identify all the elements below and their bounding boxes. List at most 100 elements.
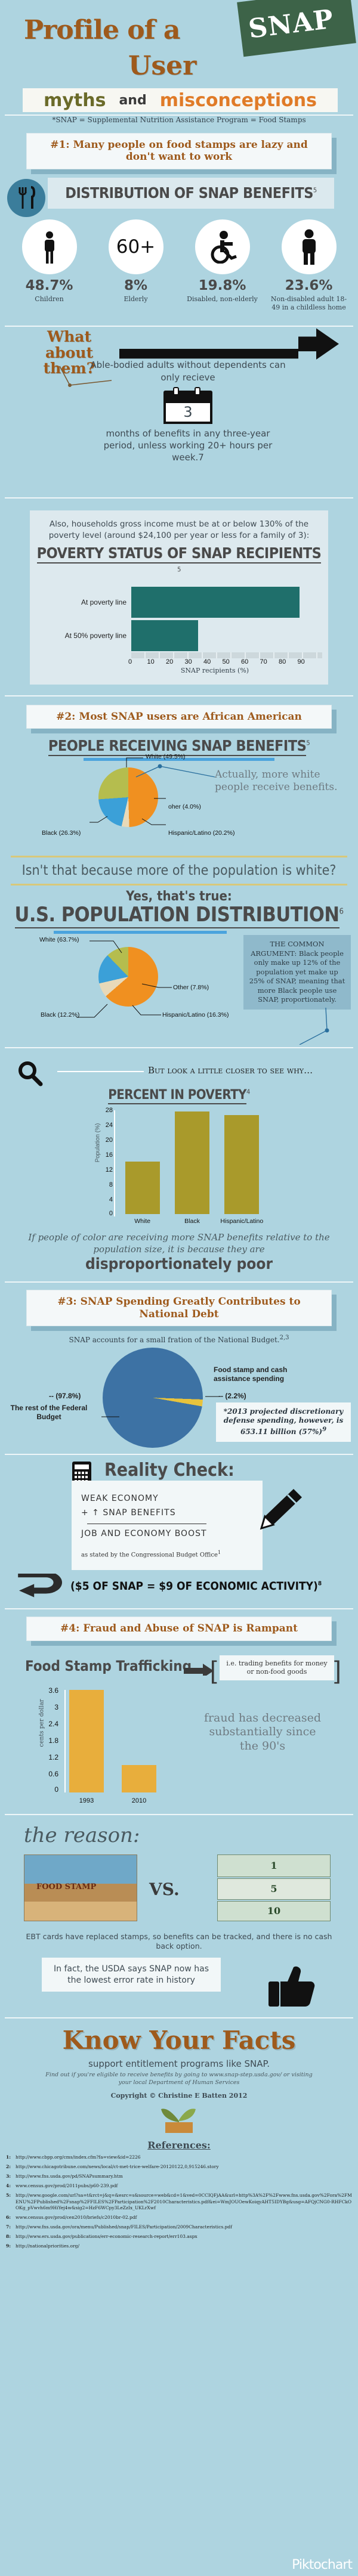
snap-badge: SNAP <box>237 0 356 57</box>
rc-line-2: + ↑ SNAP BENEFITS <box>81 1507 176 1518</box>
pie-label-white: White (63.7%) <box>39 936 79 944</box>
ytick: 1.8 <box>48 1736 58 1745</box>
able-bodied-part1: Able-bodied adults without dependents ca… <box>90 360 286 383</box>
money-image: 1 5 10 <box>217 1854 331 1921</box>
ref-number: 7: <box>6 2224 11 2230</box>
distribution-title-sup: 5 <box>313 186 317 194</box>
pie-callout-lines <box>90 757 215 825</box>
poverty-chart-title: POVERTY STATUS OF SNAP RECIPIENTS5 <box>36 544 322 581</box>
trafficking-bar-chart: cents per dollar 3.6 3 2.4 1.8 1.2 0.6 0… <box>0 1686 358 1812</box>
reference-item: 5: http://www.google.com/url?sa=t&rct=j&… <box>6 2193 352 2210</box>
reference-item: 7: http://www.fns.usda.gov/ora/menu/Publ… <box>6 2224 352 2230</box>
rule-wrap <box>0 1277 358 1290</box>
xtick: 10 <box>147 658 155 665</box>
accent-bar <box>54 931 227 934</box>
usda-claim-row: In fact, the USDA says SNAP now has the … <box>0 1958 358 2012</box>
ref-url[interactable]: http://www.ers.usda.gov/publications/err… <box>16 2234 197 2240</box>
rule-wrap <box>0 1603 358 1617</box>
dist-label: Elderly <box>124 295 148 303</box>
poverty-conclusion-bold: disproportionately poor <box>85 1255 273 1274</box>
pie-label-black: Black (12.2%) <box>41 1011 80 1019</box>
look-closer-row: But look a little closer to see why… <box>0 1057 358 1088</box>
piktochart-brand: Piktochart <box>292 2558 353 2572</box>
pie-label-other: oher (4.0%) <box>168 803 201 811</box>
snap-badge-text: SNAP <box>246 4 336 45</box>
dist-pct: 23.6% <box>285 277 333 293</box>
percent-poverty-title-text: PERCENT IN POVERTY <box>108 1088 246 1105</box>
distribution-header: DISTRIBUTION OF SNAP BENEFITS5 <box>0 177 358 217</box>
bracket-left: [ <box>210 1655 217 1684</box>
ytick: 8 <box>109 1181 113 1189</box>
ref-url[interactable]: http://www.fns.usda.gov/pd/SNAPsummary.h… <box>16 2174 123 2179</box>
trafficking-title: Food Stamp Trafficking <box>25 1657 192 1674</box>
and-label: and <box>119 92 147 108</box>
population-question: Isn't that because more of the populatio… <box>21 863 337 879</box>
bar-track <box>131 586 322 618</box>
ytick: 16 <box>105 1151 113 1159</box>
dist-item-elderly: 60+ 8% Elderly <box>97 219 175 312</box>
us-population-title-text: U.S. POPULATION DISTRIBUTION <box>14 903 340 929</box>
ref-url[interactable]: www.census.gov/prod/cen2010/briefs/c2010… <box>16 2214 137 2220</box>
ref-url[interactable]: http://www.chicagotribune.com/news/local… <box>16 2164 219 2170</box>
sixty-plus-icon: 60+ <box>108 219 163 274</box>
reality-check-note: WEAK ECONOMY + ↑ SNAP BENEFITS JOB AND E… <box>72 1480 302 1571</box>
xtick: 2010 <box>131 1797 147 1804</box>
rule-wrap <box>0 497 358 504</box>
myth1-text: #1: Many people on food stamps are lazy … <box>50 139 308 163</box>
trafficking-tip: i.e. trading benefits for money or non-f… <box>220 1655 334 1681</box>
pie-graphic <box>98 767 158 828</box>
bar-row: At 50% poverty line <box>36 619 322 652</box>
x-axis-ticks: 1993 2010 <box>69 1797 165 1804</box>
ref-number: 1: <box>6 2154 11 2160</box>
myth2-banner: #2: Most SNAP users are African American <box>26 704 337 734</box>
ref-url[interactable]: http://www.cbpp.org/cms/index.cfm?fa=vie… <box>16 2154 141 2160</box>
snap-benefits-pie-chart: White (49.5%) oher (4.0%) Hispanic/Latin… <box>0 753 358 852</box>
ytick: 3.6 <box>48 1686 58 1695</box>
lead-line <box>57 1071 144 1073</box>
rule-wrap <box>0 691 358 705</box>
dist-item-disabled: 19.8% Disabled, non-elderly <box>183 219 262 312</box>
y-axis-line <box>64 1689 66 1792</box>
myth3-text: #3: SNAP Spending Greatly Contributes to… <box>57 1296 301 1320</box>
section-rule <box>5 1281 353 1283</box>
ref-number: 2: <box>6 2164 11 2170</box>
ref-url[interactable]: http://nationalpriorities.org/ <box>16 2243 79 2249</box>
distribution-title-text: DISTRIBUTION OF SNAP BENEFITS <box>65 184 313 202</box>
section-rule <box>5 2017 353 2019</box>
xtick: 50 <box>222 658 230 665</box>
myths-label: myths <box>44 89 106 111</box>
rc-source-text: as stated by the Congressional Budget Of… <box>81 1552 218 1559</box>
fork-knife-icon <box>7 178 45 217</box>
food-stamp-image: FOOD STAMP <box>24 1854 137 1921</box>
equation-label: ($5 OF SNAP = $9 OF ECONOMIC ACTIVITY) <box>70 1580 318 1593</box>
bill-value-1: 1 <box>270 1860 277 1872</box>
ref-url[interactable]: www.census.gov/prod/2011pubs/p60-239.pdf <box>16 2183 118 2189</box>
ebt-explanation: EBT cards have replaced stamps, so benef… <box>26 1931 332 1951</box>
pie-label-rest: The rest of the Federal Budget <box>10 1403 88 1422</box>
bars <box>118 1107 267 1215</box>
reference-item: 2: http://www.chicagotribune.com/news/lo… <box>6 2164 352 2170</box>
xtick: White <box>134 1218 151 1225</box>
national-budget-intro: SNAP accounts for a small fration of the… <box>0 1335 358 1344</box>
x-axis <box>131 652 322 658</box>
header-rule <box>5 114 353 116</box>
y-axis-ticks: 3.6 3 2.4 1.8 1.2 0.6 0 <box>31 1686 58 1794</box>
references-title: References: <box>147 2139 211 2151</box>
ref-number: 6: <box>6 2214 11 2220</box>
ytick: 24 <box>105 1122 113 1129</box>
ref-url[interactable]: http://www.fns.usda.gov/ora/menu/Publish… <box>16 2224 232 2230</box>
rc-line-1: WEAK ECONOMY <box>81 1493 159 1503</box>
xtick: 80 <box>279 658 286 665</box>
dist-item-children: 48.7% Children <box>10 219 89 312</box>
ytick: 4 <box>109 1196 113 1204</box>
section-rule <box>5 1608 353 1610</box>
xtick: 20 <box>166 658 174 665</box>
calendar-number: 3 <box>163 400 212 424</box>
x-axis-label: SNAP recipients (%) <box>180 666 249 674</box>
reference-item: 8: http://www.ers.usda.gov/publications/… <box>6 2234 352 2240</box>
section-rule <box>5 1813 353 1815</box>
ref-url[interactable]: http://www.google.com/url?sa=t&rct=j&q=&… <box>16 2193 352 2210</box>
section-rule <box>5 1047 353 1049</box>
reference-item: 3: http://www.fns.usda.gov/pd/SNAPsummar… <box>6 2174 352 2179</box>
people-receiving-title: PEOPLE RECEIVING SNAP BENEFITS5 <box>0 737 358 757</box>
